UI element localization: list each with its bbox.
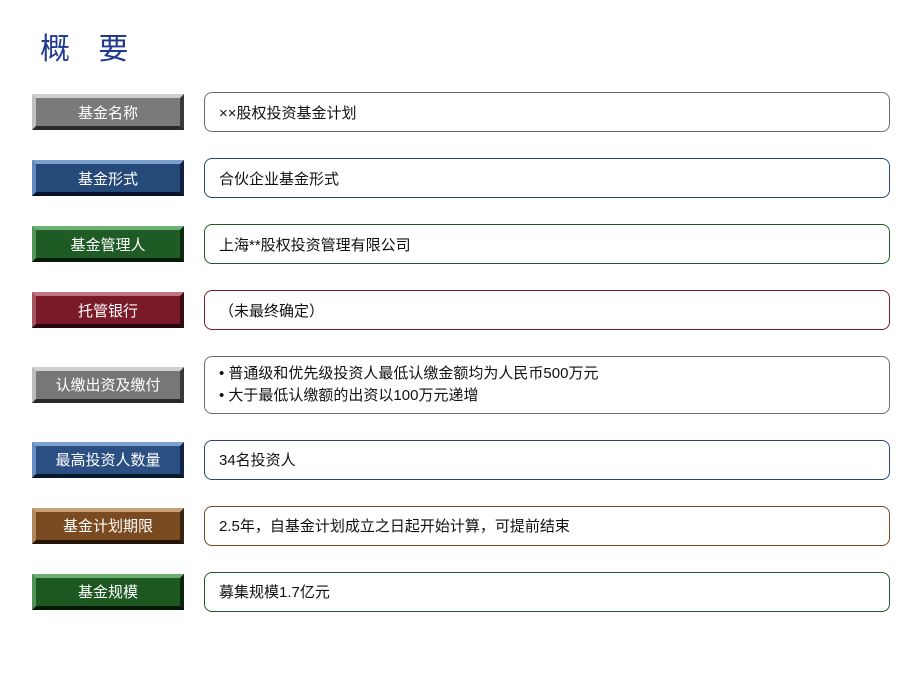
- subscription-bullets: 普通级和优先级投资人最低认缴金额均为人民币500万元 大于最低认缴额的出资以10…: [219, 363, 598, 407]
- value-custodian-bank: （未最终确定）: [204, 290, 890, 330]
- value-fund-size: 募集规模1.7亿元: [204, 572, 890, 612]
- row-fund-name: 基金名称 ××股权投资基金计划: [32, 92, 920, 132]
- overview-rows: 基金名称 ××股权投资基金计划 基金形式 合伙企业基金形式 基金管理人 上海**…: [0, 92, 920, 612]
- label-fund-form: 基金形式: [32, 160, 184, 196]
- row-fund-manager: 基金管理人 上海**股权投资管理有限公司: [32, 224, 920, 264]
- row-max-investors: 最高投资人数量 34名投资人: [32, 440, 920, 480]
- page-title: 概 要: [40, 24, 920, 68]
- label-fund-size: 基金规模: [32, 574, 184, 610]
- label-fund-manager: 基金管理人: [32, 226, 184, 262]
- value-fund-name: ××股权投资基金计划: [204, 92, 890, 132]
- row-fund-size: 基金规模 募集规模1.7亿元: [32, 572, 920, 612]
- label-subscription: 认缴出资及缴付: [32, 367, 184, 403]
- value-subscription: 普通级和优先级投资人最低认缴金额均为人民币500万元 大于最低认缴额的出资以10…: [204, 356, 890, 414]
- label-max-investors: 最高投资人数量: [32, 442, 184, 478]
- row-custodian-bank: 托管银行 （未最终确定）: [32, 290, 920, 330]
- value-max-investors: 34名投资人: [204, 440, 890, 480]
- row-fund-form: 基金形式 合伙企业基金形式: [32, 158, 920, 198]
- subscription-bullet-1: 普通级和优先级投资人最低认缴金额均为人民币500万元: [219, 363, 598, 385]
- slide: 概 要 基金名称 ××股权投资基金计划 基金形式 合伙企业基金形式 基金管理人 …: [0, 0, 920, 690]
- value-fund-manager: 上海**股权投资管理有限公司: [204, 224, 890, 264]
- subscription-bullet-2: 大于最低认缴额的出资以100万元递增: [219, 385, 598, 407]
- value-fund-form: 合伙企业基金形式: [204, 158, 890, 198]
- value-fund-term: 2.5年，自基金计划成立之日起开始计算，可提前结束: [204, 506, 890, 546]
- row-subscription: 认缴出资及缴付 普通级和优先级投资人最低认缴金额均为人民币500万元 大于最低认…: [32, 356, 920, 414]
- row-fund-term: 基金计划期限 2.5年，自基金计划成立之日起开始计算，可提前结束: [32, 506, 920, 546]
- label-fund-term: 基金计划期限: [32, 508, 184, 544]
- label-fund-name: 基金名称: [32, 94, 184, 130]
- label-custodian-bank: 托管银行: [32, 292, 184, 328]
